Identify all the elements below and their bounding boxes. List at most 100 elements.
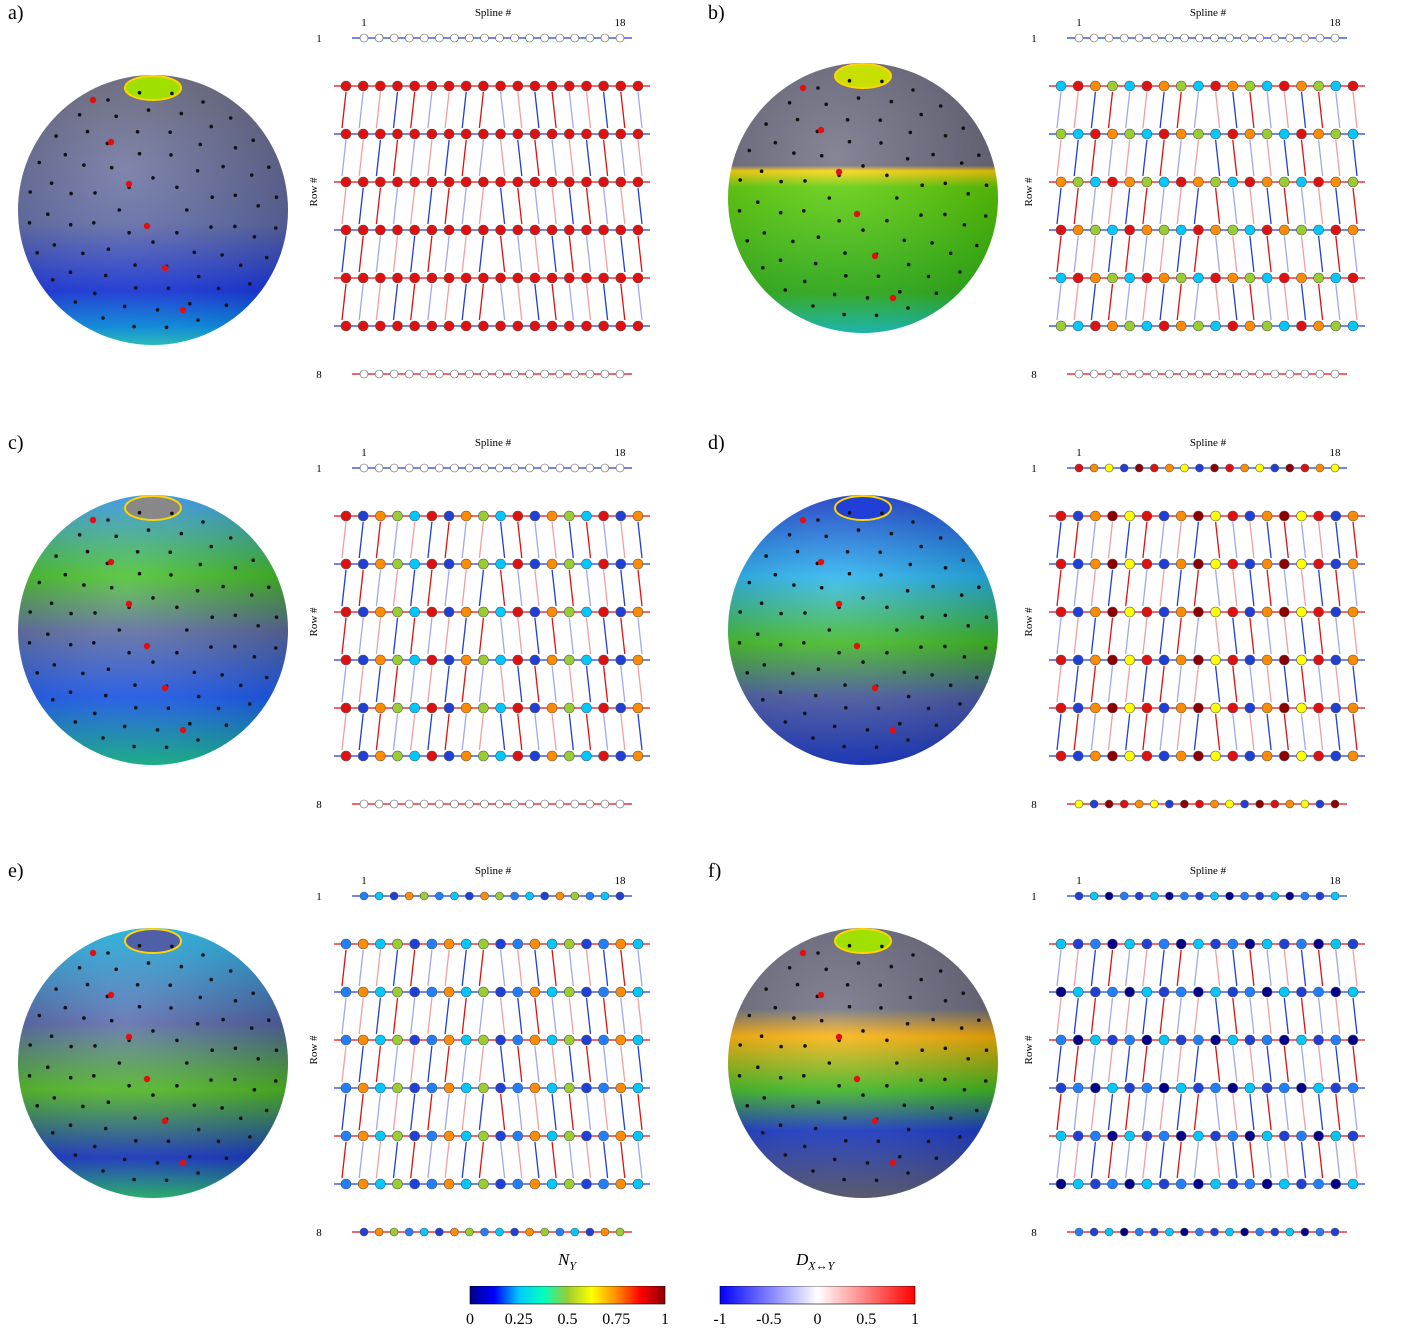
spline-node: [1134, 891, 1144, 901]
spline-edge: [1090, 91, 1097, 129]
highlight-marker: [871, 1117, 879, 1125]
spline-edge: [568, 949, 574, 987]
spline-edge: [1107, 187, 1114, 225]
spline-node: [1193, 224, 1204, 236]
spline-node: [460, 606, 472, 618]
spline-node: [546, 938, 558, 950]
spline-node: [1072, 1082, 1084, 1094]
spline-node: [357, 510, 369, 522]
surface-marker: [958, 1135, 962, 1139]
spline-node: [1313, 128, 1324, 140]
surface-marker: [930, 673, 934, 677]
highlight-marker: [853, 1075, 861, 1083]
spline-edge: [602, 521, 609, 559]
spline-node: [1227, 1034, 1239, 1046]
spline-edge: [1335, 1141, 1341, 1179]
spline-edge: [568, 187, 574, 225]
surface-marker: [856, 961, 861, 965]
spline-edge: [1300, 521, 1307, 559]
spline-node: [525, 33, 534, 43]
spline-edge: [1142, 665, 1148, 703]
surface-marker: [175, 1083, 179, 1088]
spline-node: [1055, 272, 1067, 284]
spline-edge: [1142, 283, 1148, 321]
spline-node: [570, 33, 580, 43]
spline-node: [409, 176, 420, 188]
polar-cap: [124, 75, 182, 101]
spline-node: [1141, 750, 1153, 762]
spline-node: [1193, 558, 1204, 570]
spline-edge: [1159, 1093, 1165, 1131]
surface-marker: [228, 116, 233, 120]
spline-node: [1158, 1130, 1170, 1142]
spline-node: [435, 369, 444, 379]
surface-marker: [209, 225, 213, 229]
surface-marker: [216, 1139, 221, 1144]
spline-edge: [568, 283, 574, 321]
surface-marker: [195, 1022, 200, 1026]
spline-node: [1278, 606, 1290, 618]
surface-marker: [984, 183, 989, 187]
spline-edge: [1283, 617, 1289, 655]
surface-marker: [146, 961, 151, 965]
surface-marker: [943, 134, 948, 138]
spline-node: [615, 702, 627, 714]
spline-node: [1210, 272, 1221, 284]
spline-node: [1090, 654, 1101, 666]
surface-marker: [106, 951, 110, 955]
surface-marker: [778, 210, 783, 215]
spline-edge: [375, 665, 382, 703]
spline-edge: [1300, 997, 1307, 1035]
spline-edge: [1335, 617, 1341, 655]
spline-edge: [1300, 139, 1307, 177]
surface-marker: [843, 251, 847, 255]
spline-node: [1158, 1178, 1170, 1190]
spline-node: [540, 33, 549, 43]
spline-node: [512, 606, 524, 618]
spline-node: [1330, 510, 1342, 522]
spline-edge: [637, 1141, 643, 1179]
spline-node: [1278, 558, 1290, 570]
spline-node: [340, 320, 352, 332]
spline-edge: [392, 283, 399, 321]
surface-marker: [122, 304, 127, 309]
spline-node: [1158, 1082, 1170, 1094]
spline-node: [598, 986, 609, 998]
spline-edge: [1317, 949, 1324, 987]
spline-node: [563, 606, 575, 618]
spline-edge: [1090, 665, 1097, 703]
spline-node: [478, 986, 489, 998]
spline-node: [340, 986, 352, 998]
spline-node: [1090, 702, 1101, 714]
spline-node: [1175, 986, 1187, 998]
spline-node: [1090, 176, 1101, 188]
spline-edge: [410, 949, 416, 987]
spline-node: [529, 1082, 541, 1094]
row-axis-title: Row #: [1023, 177, 1035, 207]
spline-edge: [341, 1141, 347, 1179]
surface-marker: [845, 118, 850, 122]
surface-marker: [861, 660, 865, 664]
spline-node: [404, 799, 414, 809]
surface-marker: [880, 511, 884, 516]
spline-edge: [585, 617, 592, 655]
spline-node: [1055, 1082, 1067, 1094]
panel-a: a) Spline #1 18 Row #1 8: [0, 0, 700, 425]
spline-node: [495, 320, 506, 332]
spline-node: [1285, 369, 1295, 379]
spline-edge: [1283, 713, 1289, 751]
surface-marker: [73, 300, 78, 304]
spline-axis-title: Spline #: [475, 865, 512, 877]
surface-marker: [906, 306, 910, 310]
surface-marker: [803, 611, 807, 615]
spline-node: [1158, 606, 1170, 618]
d-colorbar-tick-label: 0.5: [856, 1311, 876, 1328]
spline-node: [450, 799, 459, 809]
spline-node: [1261, 654, 1273, 666]
spline-edge: [1283, 139, 1289, 177]
spline-edge: [568, 91, 574, 129]
surface-marker: [824, 102, 828, 107]
spline-node: [357, 606, 369, 618]
spline-node: [615, 320, 627, 332]
